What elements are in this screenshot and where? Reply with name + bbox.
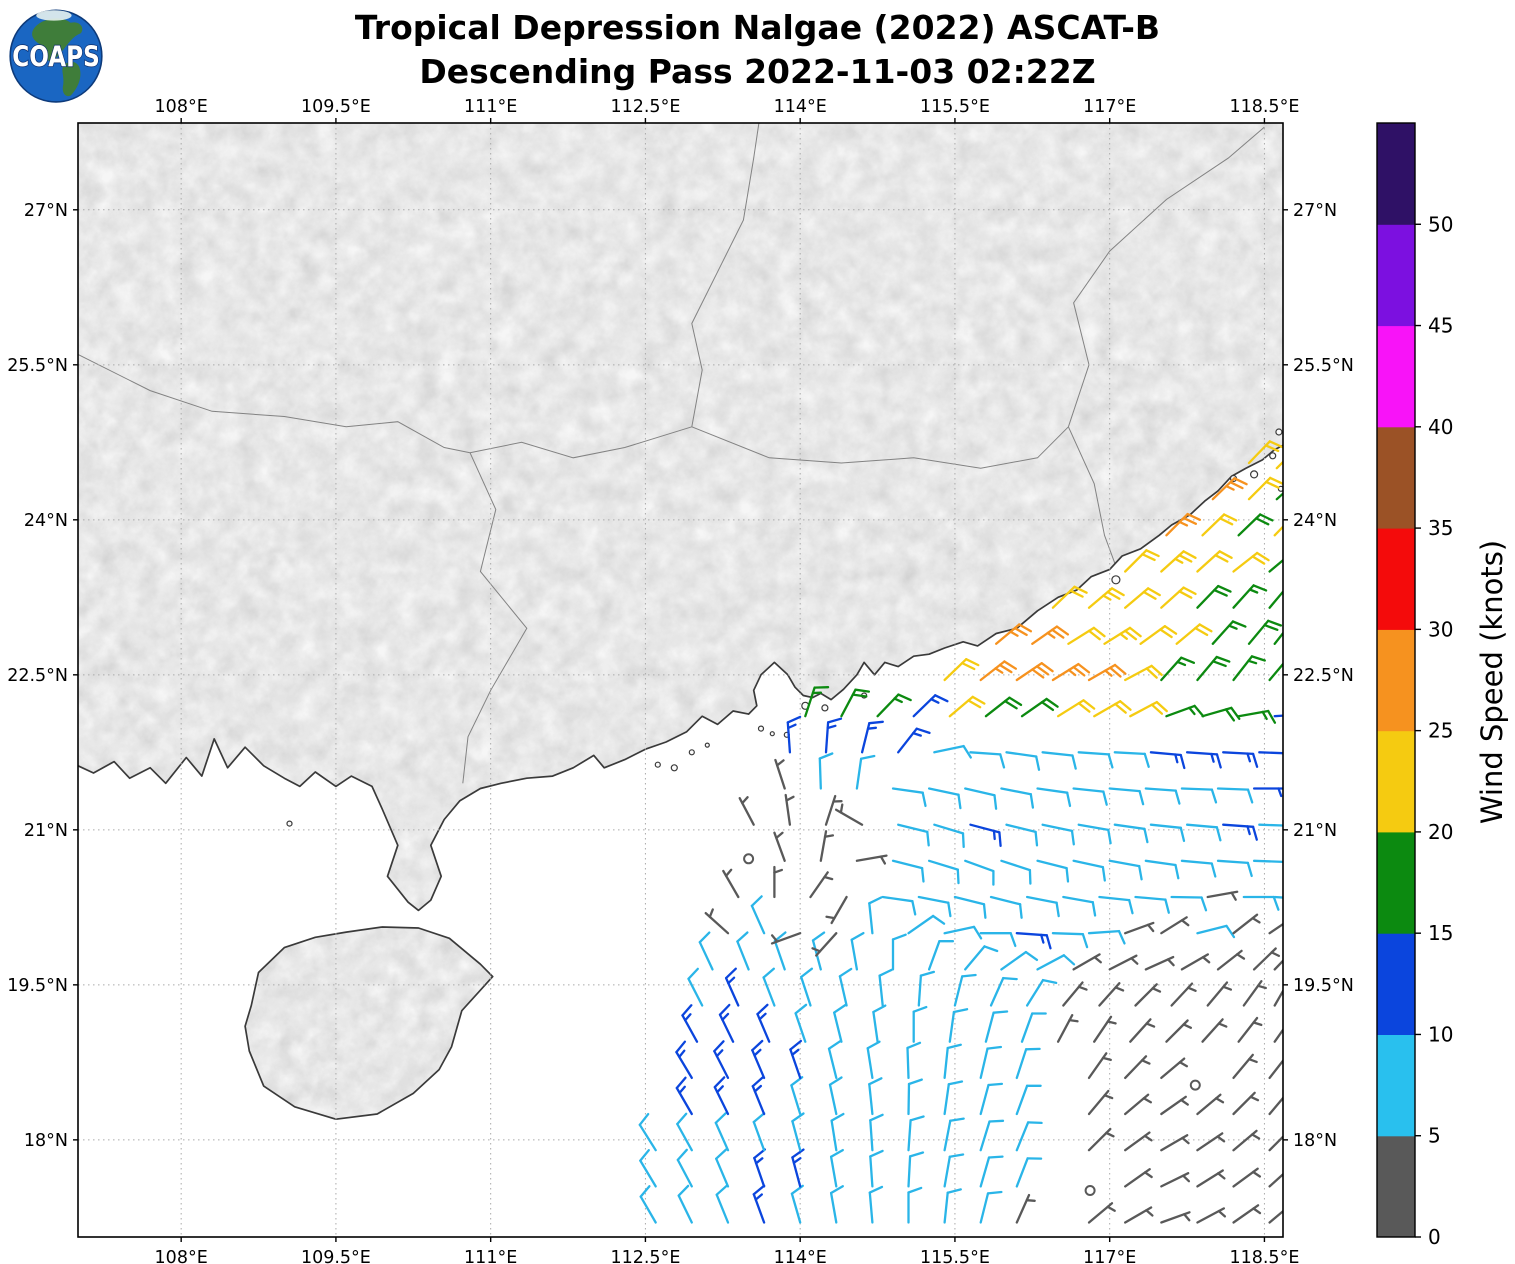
svg-text:19.5°N: 19.5°N (7, 976, 68, 996)
colorbar-band (1377, 1034, 1415, 1137)
svg-text:118.5°E: 118.5°E (1229, 1248, 1299, 1264)
coaps-logo: COAPS (9, 9, 103, 103)
svg-text:109.5°E: 109.5°E (301, 1248, 371, 1264)
colorbar: 0 5 10 15 20 25 30 35 40 45 50 (1376, 122, 1453, 1249)
colorbar-band (1377, 325, 1415, 428)
svg-text:18°N: 18°N (24, 1131, 68, 1151)
colorbar-tick-label: 15 (1428, 921, 1453, 945)
colorbar-tick-label: 10 (1428, 1022, 1453, 1046)
svg-text:19.5°N: 19.5°N (1293, 976, 1354, 996)
colorbar-tick-label: 25 (1428, 719, 1453, 743)
svg-text:109.5°E: 109.5°E (301, 97, 371, 117)
svg-text:118.5°E: 118.5°E (1229, 97, 1299, 117)
logo-text: COAPS (12, 40, 100, 73)
colorbar-frame (1376, 122, 1416, 1238)
colorbar-tick-label: 45 (1428, 314, 1453, 338)
polar-cap (36, 10, 72, 21)
colorbar-band (1377, 933, 1415, 1035)
svg-text:114°E: 114°E (774, 1248, 827, 1264)
axis-ticks-and-labels: 108°E 108°E 109.5°E 109.5°E 111°E 111°E 112.5°… (7, 97, 1354, 1264)
svg-text:108°E: 108°E (155, 97, 208, 117)
svg-text:115.5°E: 115.5°E (920, 1248, 990, 1264)
plot-title-line2: Descending Pass 2022-11-03 02:22Z (419, 51, 1096, 91)
svg-text:25.5°N: 25.5°N (7, 356, 68, 376)
svg-text:21°N: 21°N (1293, 821, 1337, 841)
wind-barbs-layer (638, 440, 1283, 1224)
svg-text:117°E: 117°E (1083, 1248, 1136, 1264)
colorbar-tick-label: 40 (1428, 415, 1453, 439)
map-frame (77, 122, 1284, 1238)
svg-text:25.5°N: 25.5°N (1293, 356, 1354, 376)
svg-text:22.5°N: 22.5°N (7, 666, 68, 686)
colorbar-band (1377, 831, 1415, 934)
map-plot: 108°E 108°E 109.5°E 109.5°E 111°E 111°E 112.5°… (7, 97, 1354, 1264)
svg-text:27°N: 27°N (1293, 201, 1337, 221)
colorbar-tick-label: 5 (1428, 1124, 1441, 1148)
colorbar-tick-label: 0 (1428, 1225, 1441, 1249)
svg-text:24°N: 24°N (1293, 511, 1337, 531)
north-america-landmass (32, 18, 83, 62)
svg-text:21°N: 21°N (24, 821, 68, 841)
grid-lines (78, 123, 1283, 1237)
svg-text:24°N: 24°N (24, 511, 68, 531)
plot-title-line1: Tropical Depression Nalgae (2022) ASCAT-… (354, 8, 1161, 47)
svg-text:112.5°E: 112.5°E (610, 1248, 680, 1264)
colorbar-tick-label: 20 (1428, 820, 1453, 844)
svg-text:27°N: 27°N (24, 201, 68, 221)
colorbar-tick-label: 35 (1428, 516, 1453, 540)
colorbar-tick-label: 30 (1428, 617, 1453, 641)
svg-text:22.5°N: 22.5°N (1293, 666, 1354, 686)
south-america-landmass (62, 61, 81, 97)
colorbar-tick-label: 50 (1428, 212, 1453, 236)
svg-text:112.5°E: 112.5°E (610, 97, 680, 117)
colorbar-band (1377, 123, 1415, 225)
colorbar-axis-label: Wind Speed (knots) (1475, 539, 1509, 825)
colorbar-band (1377, 426, 1415, 529)
svg-text:111°E: 111°E (464, 97, 517, 117)
svg-text:114°E: 114°E (774, 97, 827, 117)
coastline (78, 428, 1283, 1121)
colorbar-band (1377, 629, 1415, 732)
svg-text:115.5°E: 115.5°E (920, 97, 990, 117)
colorbar-band (1377, 730, 1415, 833)
plot-title: Tropical Depression Nalgae (2022) ASCAT-… (0, 6, 1515, 93)
colorbar-band (1377, 1135, 1415, 1238)
svg-text:18°N: 18°N (1293, 1131, 1337, 1151)
svg-text:108°E: 108°E (155, 1248, 208, 1264)
colorbar-band (1377, 528, 1415, 630)
colorbar-band (1377, 224, 1415, 327)
svg-text:111°E: 111°E (464, 1248, 517, 1264)
svg-text:117°E: 117°E (1083, 97, 1136, 117)
